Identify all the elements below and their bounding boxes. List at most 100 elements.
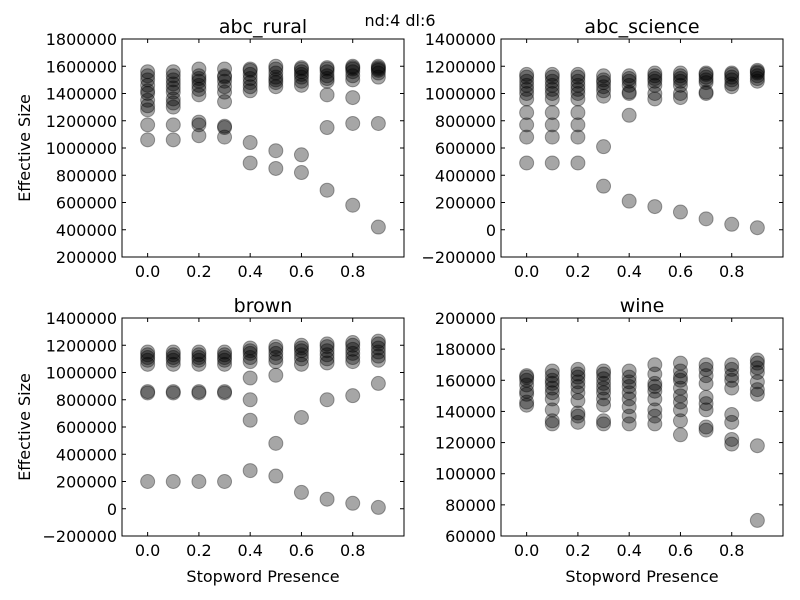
data-point <box>621 385 637 401</box>
data-point <box>698 65 714 81</box>
data-point <box>217 356 233 372</box>
data-point <box>191 87 207 103</box>
data-point <box>570 105 586 121</box>
data-point <box>319 120 335 136</box>
data-point <box>140 77 156 93</box>
data-point <box>217 347 233 363</box>
x-tick-label: 0.6 <box>668 262 693 281</box>
data-point <box>268 354 284 370</box>
y-tick-label: 1200000 <box>46 112 117 131</box>
data-point <box>519 383 535 399</box>
data-point <box>242 75 258 91</box>
data-point <box>621 374 637 390</box>
y-tick-label: 200000 <box>56 248 117 267</box>
data-point <box>596 416 612 432</box>
data-point <box>698 419 714 435</box>
data-point <box>242 61 258 77</box>
data-point <box>647 366 663 382</box>
data-point <box>268 79 284 95</box>
data-point <box>672 204 688 220</box>
data-point <box>140 385 156 401</box>
data-point <box>621 68 637 84</box>
data-point <box>570 81 586 97</box>
data-point <box>749 374 765 390</box>
data-point <box>217 69 233 85</box>
data-point <box>370 58 386 74</box>
data-point <box>647 357 663 373</box>
data-point <box>724 431 740 447</box>
data-point <box>140 356 156 372</box>
data-point <box>672 388 688 404</box>
x-tick-label: 0.0 <box>514 262 539 281</box>
data-point <box>596 88 612 104</box>
data-point <box>191 81 207 97</box>
y-tick-label: 600000 <box>56 194 117 213</box>
data-point <box>140 132 156 148</box>
x-tick-label: 0.4 <box>237 541 262 560</box>
data-point <box>191 344 207 360</box>
data-point <box>268 160 284 176</box>
data-point <box>370 375 386 391</box>
data-point <box>165 384 181 400</box>
x-axis-title: Stopword Presence <box>186 567 339 586</box>
data-point <box>519 81 535 97</box>
data-point <box>268 350 284 366</box>
data-point <box>217 384 233 400</box>
data-point <box>749 220 765 236</box>
y-tick-label: 400000 <box>56 221 117 240</box>
data-point <box>672 402 688 418</box>
data-point <box>544 77 560 93</box>
data-point <box>570 379 586 395</box>
y-tick-label: 1200000 <box>46 336 117 355</box>
data-point <box>596 79 612 95</box>
data-point <box>370 62 386 78</box>
y-tick-label: 200000 <box>56 473 117 492</box>
y-tick-label: 800000 <box>435 112 496 131</box>
data-point <box>724 216 740 232</box>
data-point <box>698 72 714 88</box>
data-point <box>370 60 386 76</box>
data-point <box>621 369 637 385</box>
subplot-title: wine <box>620 295 665 317</box>
y-tick-label: 180000 <box>435 340 496 359</box>
data-point <box>165 474 181 489</box>
data-point <box>647 391 663 407</box>
data-point <box>217 120 233 136</box>
data-point <box>724 372 740 388</box>
data-point <box>544 363 560 379</box>
data-point <box>621 379 637 395</box>
data-point <box>217 344 233 360</box>
data-point <box>724 368 740 384</box>
data-point <box>672 71 688 87</box>
data-point <box>570 361 586 377</box>
data-point <box>698 69 714 85</box>
data-point <box>570 374 586 390</box>
x-axis-title: Stopword Presence <box>565 567 718 586</box>
data-point <box>217 350 233 366</box>
data-point <box>370 348 386 364</box>
data-point <box>217 118 233 134</box>
y-axis-title: Effective Size <box>15 373 34 481</box>
axes-frame <box>121 317 405 537</box>
data-point <box>621 77 637 93</box>
data-point <box>519 397 535 413</box>
data-point <box>191 117 207 133</box>
data-point <box>191 114 207 130</box>
y-tick-label: 1000000 <box>46 364 117 383</box>
data-point <box>293 409 309 425</box>
y-tick-label: 1400000 <box>46 309 117 328</box>
data-point <box>140 98 156 114</box>
x-tick-label: 0.2 <box>565 262 590 281</box>
x-tick-label: 0.4 <box>616 262 641 281</box>
data-point <box>596 371 612 387</box>
y-axis-title: Effective Size <box>15 94 34 202</box>
data-point <box>724 65 740 81</box>
data-point <box>268 61 284 77</box>
subplot-abc_science: 0.0 0.2 0.4 0.6 0.8 −200000 0 200000 400000 60000… <box>422 16 784 281</box>
y-tick-label: 120000 <box>435 434 496 453</box>
data-point <box>672 65 688 81</box>
data-point <box>370 69 386 85</box>
x-tick-label: 0.6 <box>289 262 314 281</box>
data-point <box>724 76 740 92</box>
data-point <box>544 391 560 407</box>
